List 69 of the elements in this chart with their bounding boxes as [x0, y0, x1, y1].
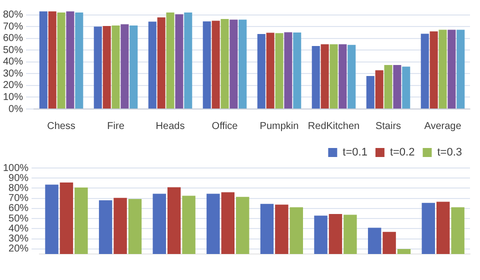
bar	[430, 31, 438, 108]
y-tick-label: 70%	[3, 21, 24, 32]
x-tick-label: Average	[424, 120, 462, 132]
y-tick-label: 30%	[8, 234, 29, 245]
x-tick-label: Chess	[47, 120, 76, 132]
bar	[438, 30, 447, 108]
y-tick-label: 40%	[8, 223, 29, 234]
y-tick-label: 0%	[8, 104, 24, 115]
bar	[312, 46, 320, 108]
y-tick-label: 40%	[3, 56, 24, 68]
x-tick-label: Office	[212, 120, 238, 132]
y-tick-label: 50%	[8, 213, 29, 224]
y-tick-label: 80%	[3, 10, 24, 21]
bar	[102, 26, 111, 108]
x-tick-label: RedKitchen	[308, 120, 360, 132]
y-tick-label: 60%	[3, 33, 24, 44]
bar	[94, 26, 102, 108]
bar	[166, 12, 174, 108]
bar	[112, 25, 120, 108]
bar	[384, 65, 392, 108]
bar	[48, 11, 56, 108]
bar	[238, 20, 247, 108]
bar	[148, 22, 156, 108]
y-tick-label: 90%	[8, 172, 29, 184]
y-tick-label: 100%	[3, 162, 29, 174]
bar	[320, 44, 329, 108]
bar	[338, 44, 347, 108]
y-tick-label: 50%	[3, 44, 24, 56]
bar	[420, 34, 429, 108]
bar	[266, 32, 274, 108]
bar	[257, 34, 266, 108]
bar	[184, 12, 192, 108]
y-tick-label: 20%	[3, 80, 24, 92]
x-tick-label: Pumpkin	[260, 120, 299, 132]
bar	[39, 11, 48, 108]
y-tick-label: 80%	[8, 182, 29, 194]
bar	[284, 32, 292, 108]
bar	[230, 20, 238, 108]
bar	[448, 30, 456, 108]
legend-label: t=0.1	[342, 146, 368, 159]
bar	[330, 44, 338, 108]
bar	[157, 17, 166, 108]
bar	[120, 24, 129, 108]
bar	[220, 19, 229, 108]
y-tick-label: 30%	[3, 68, 24, 80]
bar	[375, 70, 384, 108]
bar	[366, 76, 374, 108]
y-tick-label: 70%	[8, 193, 29, 204]
x-tick-label: Stairs	[375, 120, 402, 132]
x-tick-label: Heads	[156, 120, 185, 132]
bar	[275, 33, 284, 108]
bar	[348, 44, 356, 108]
bar	[293, 32, 302, 108]
y-tick-label: 10%	[3, 92, 24, 103]
bar	[57, 12, 66, 108]
y-tick-label: 20%	[8, 244, 29, 255]
legend-label: t=0.2	[390, 146, 415, 159]
legend-label: t=0.3	[437, 146, 462, 159]
x-tick-label: Fire	[107, 120, 125, 132]
bar	[66, 11, 74, 108]
bar	[456, 30, 465, 108]
y-tick-label: 60%	[8, 203, 29, 214]
bar	[175, 14, 184, 108]
bar	[402, 66, 410, 108]
bar	[212, 20, 220, 108]
bar	[130, 25, 138, 108]
bar	[393, 65, 402, 108]
bar	[202, 21, 211, 108]
bar	[75, 12, 84, 108]
